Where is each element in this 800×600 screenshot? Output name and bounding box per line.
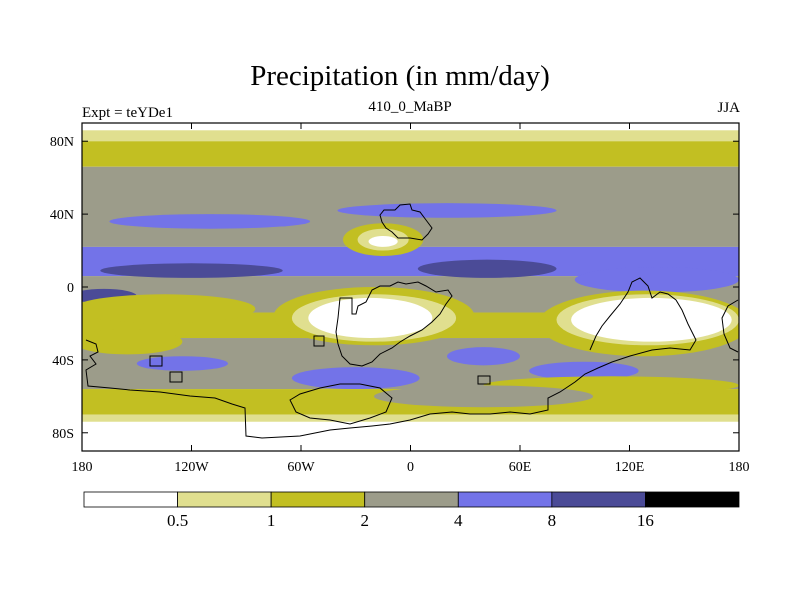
colorbar-swatch-2 <box>270 491 366 508</box>
precip-band-2 <box>82 141 739 167</box>
colorbar-label-1: 1 <box>267 511 276 530</box>
colorbar-label-0: 0.5 <box>167 511 188 530</box>
coastline-north-island <box>379 203 433 241</box>
coastline-small-island <box>149 355 163 367</box>
plot-area <box>82 123 739 451</box>
precip-region-itcz-dark-atlantic <box>417 259 557 278</box>
period-label: 410_0_MaBP <box>368 99 452 115</box>
precip-region-itcz-dark-east-pacific <box>100 263 283 278</box>
precip-region-sh-grey-south <box>374 385 593 408</box>
x-tick-label-6: 180 <box>729 460 750 475</box>
y-tick-label-2: 0 <box>67 281 74 296</box>
precip-region-sh-blue-patch-indian <box>529 361 639 380</box>
colorbar-label-3: 4 <box>454 511 463 530</box>
colorbar-swatch-3 <box>364 491 459 508</box>
colorbar: 0.5 1 2 4 8 16 <box>83 491 740 530</box>
colorbar-swatch-6 <box>645 491 740 508</box>
precip-region-subtropical-white-north <box>368 235 398 247</box>
coastline-gondwana-interior <box>289 383 393 425</box>
x-tick-label-2: 60W <box>287 460 315 475</box>
coastline-small-island-2 <box>169 371 183 383</box>
colorbar-swatch-1 <box>177 491 272 508</box>
x-tick-label-0: 180 <box>72 460 93 475</box>
colorbar-swatch-0 <box>83 491 178 508</box>
season-label: JJA <box>717 100 740 116</box>
colorbar-swatch-4 <box>457 491 553 508</box>
colorbar-label-2: 2 <box>360 511 369 530</box>
coastline-east-block <box>721 299 739 353</box>
continent-outlines <box>85 203 739 439</box>
precip-region-sh-yellow-pacific-2 <box>82 328 183 355</box>
coastline-gondwana-africa <box>335 281 453 367</box>
precip-region-sh-blue-patch-atlantic <box>291 367 420 390</box>
experiment-label: Expt = teYDe1 <box>82 105 173 121</box>
precip-band-1 <box>82 130 739 142</box>
x-tick-label-4: 60E <box>509 460 532 475</box>
colorbar-label-4: 8 <box>548 511 557 530</box>
axes: 180 120W 60W 0 60E 120E 180 80N 40N 0 40S 80S <box>50 123 750 475</box>
x-tick-label-3: 0 <box>407 460 414 475</box>
y-tick-label-3: 40S <box>52 354 74 369</box>
colorbar-label-5: 16 <box>637 511 654 530</box>
precip-region-sh-yellow-pacific <box>82 294 256 324</box>
precip-region-sh-blue-patch-pacific <box>136 356 228 371</box>
y-tick-label-0: 80N <box>50 135 74 150</box>
x-tick-label-1: 120W <box>174 460 209 475</box>
colorbar-swatch-5 <box>551 491 646 508</box>
precip-region-eq-blue-east <box>574 266 739 293</box>
coastline-gondwana-south <box>85 277 697 439</box>
precip-region-sh-blue-patch-africa <box>447 347 520 366</box>
precip-region-sh-white-africa <box>308 297 433 339</box>
x-tick-label-5: 120E <box>615 460 645 475</box>
precip-region-nh-midlat-wave-band <box>109 214 311 229</box>
chart-title: Precipitation (in mm/day) <box>250 60 550 92</box>
precip-region-sh-white-australia <box>571 297 732 342</box>
precip-band-9 <box>82 414 739 422</box>
y-tick-label-4: 80S <box>52 427 74 442</box>
coastline-small-island-4 <box>477 375 491 385</box>
precip-region-nh-midlat-wave-band-2 <box>337 203 557 218</box>
y-tick-label-1: 40N <box>50 208 74 223</box>
coastline-small-island-3 <box>313 335 325 347</box>
